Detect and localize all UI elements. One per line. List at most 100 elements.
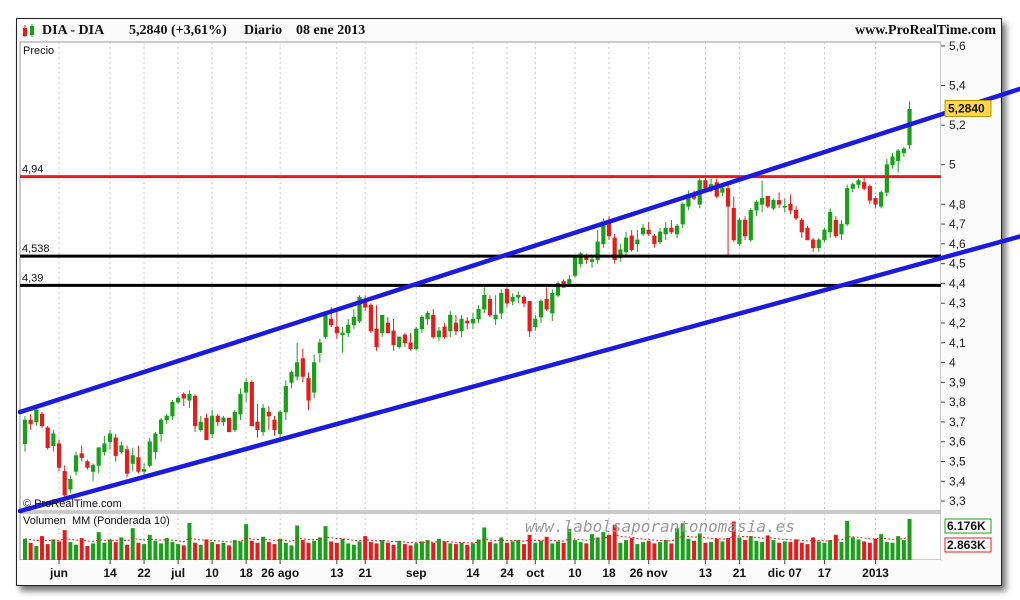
volume-bar [317, 537, 322, 560]
candle-body [107, 433, 113, 443]
volume-bar [555, 541, 560, 560]
volume-bar [227, 545, 232, 560]
price-change-label: 5,2840 (+3,61%) [129, 23, 227, 38]
volume-bar [833, 534, 838, 560]
candle-body [221, 417, 226, 423]
candle-body [323, 314, 328, 338]
candle-body [754, 201, 759, 211]
y-axis-area [941, 42, 999, 560]
candle-body [635, 239, 640, 245]
volume-bar [663, 540, 668, 560]
channel-line-lower [17, 234, 1020, 514]
candle-body [794, 209, 799, 219]
symbol-label: DIA - DIA [42, 23, 105, 38]
candle-body [476, 308, 481, 320]
volume-bar [459, 542, 464, 560]
volume-bar [113, 542, 118, 560]
candle-body [799, 219, 804, 233]
volume-bar [448, 543, 453, 560]
volume-bar [380, 540, 385, 560]
candle-body [295, 362, 300, 377]
y-tick-label: 3,9 [949, 375, 966, 389]
volume-bar [130, 528, 135, 560]
x-tick-label: 21 [733, 566, 747, 580]
volume-bar [771, 540, 776, 560]
candle-body [879, 192, 884, 207]
volume-bar [351, 544, 356, 560]
volume-bar [612, 524, 617, 560]
candle-body [51, 433, 56, 446]
y-tick-label: 3,6 [949, 435, 966, 449]
volume-bar [385, 542, 390, 560]
volume-bar [709, 542, 714, 560]
volume-bar [521, 544, 526, 560]
candle-body [397, 336, 402, 348]
candle-body [408, 342, 413, 350]
volume-bar [306, 542, 311, 560]
candle-body [584, 257, 589, 260]
volume-bar [680, 523, 685, 560]
candle-body [357, 296, 362, 322]
volume-bar [159, 543, 164, 560]
candle-body [544, 298, 549, 310]
candle-body [175, 397, 181, 403]
candle-body [521, 296, 527, 304]
volume-bar [811, 537, 816, 560]
volume-bar [703, 542, 708, 560]
candle-body [669, 227, 674, 233]
volume-bar [862, 541, 867, 560]
volume-bar [765, 535, 770, 560]
volume-bar [720, 541, 725, 560]
candle-body [419, 316, 425, 330]
volume-bar [760, 542, 765, 560]
date-label: 08 ene 2013 [296, 23, 366, 38]
volume-bar [544, 536, 549, 560]
volume-bar [737, 537, 742, 560]
candle-body [45, 427, 50, 448]
y-tick-label: 5,4 [949, 79, 966, 93]
volume-bar [442, 541, 447, 560]
volume-bar [572, 540, 577, 560]
candle-body [436, 330, 442, 338]
volume-bar [839, 542, 844, 560]
volume-bar [652, 543, 657, 560]
candle-body [453, 322, 459, 332]
candle-body [901, 148, 906, 154]
volume-bar [125, 544, 130, 560]
volume-bar [68, 542, 73, 560]
volume-low-label: 2.863K [947, 538, 986, 552]
volume-bar [748, 536, 753, 560]
price-panel-label: Precio [23, 45, 54, 57]
x-tick-label: sep [406, 566, 427, 580]
volume-bar [822, 542, 827, 560]
volume-bar [334, 542, 339, 560]
candle-body [527, 300, 532, 332]
candle-body [85, 461, 90, 468]
volume-bar [629, 538, 634, 560]
candle-body [124, 449, 130, 474]
candle-body [119, 445, 124, 452]
candle-body [170, 401, 175, 417]
candle-body [839, 223, 844, 235]
volume-bar [873, 538, 878, 560]
x-tick-label: 17 [818, 566, 832, 580]
volume-bar [624, 540, 629, 560]
volume-bar [516, 540, 521, 560]
volume-bar [363, 536, 368, 560]
volume-bar [57, 541, 62, 560]
candle-body [555, 283, 561, 296]
volume-ma-label: MM (Ponderada 10) [72, 515, 170, 527]
candle-body [589, 259, 595, 262]
volume-bar [805, 544, 810, 560]
candle-body [289, 372, 294, 383]
volume-bar [300, 540, 305, 560]
volume-bar [675, 528, 680, 560]
volume-bar [754, 540, 759, 560]
volume-bar [816, 541, 821, 560]
volume-bar [828, 540, 833, 560]
candle-body [402, 334, 407, 344]
period-label: Diario [244, 23, 283, 38]
candle-body [181, 393, 186, 399]
volume-bar [74, 544, 79, 560]
volume-bar [425, 540, 430, 560]
